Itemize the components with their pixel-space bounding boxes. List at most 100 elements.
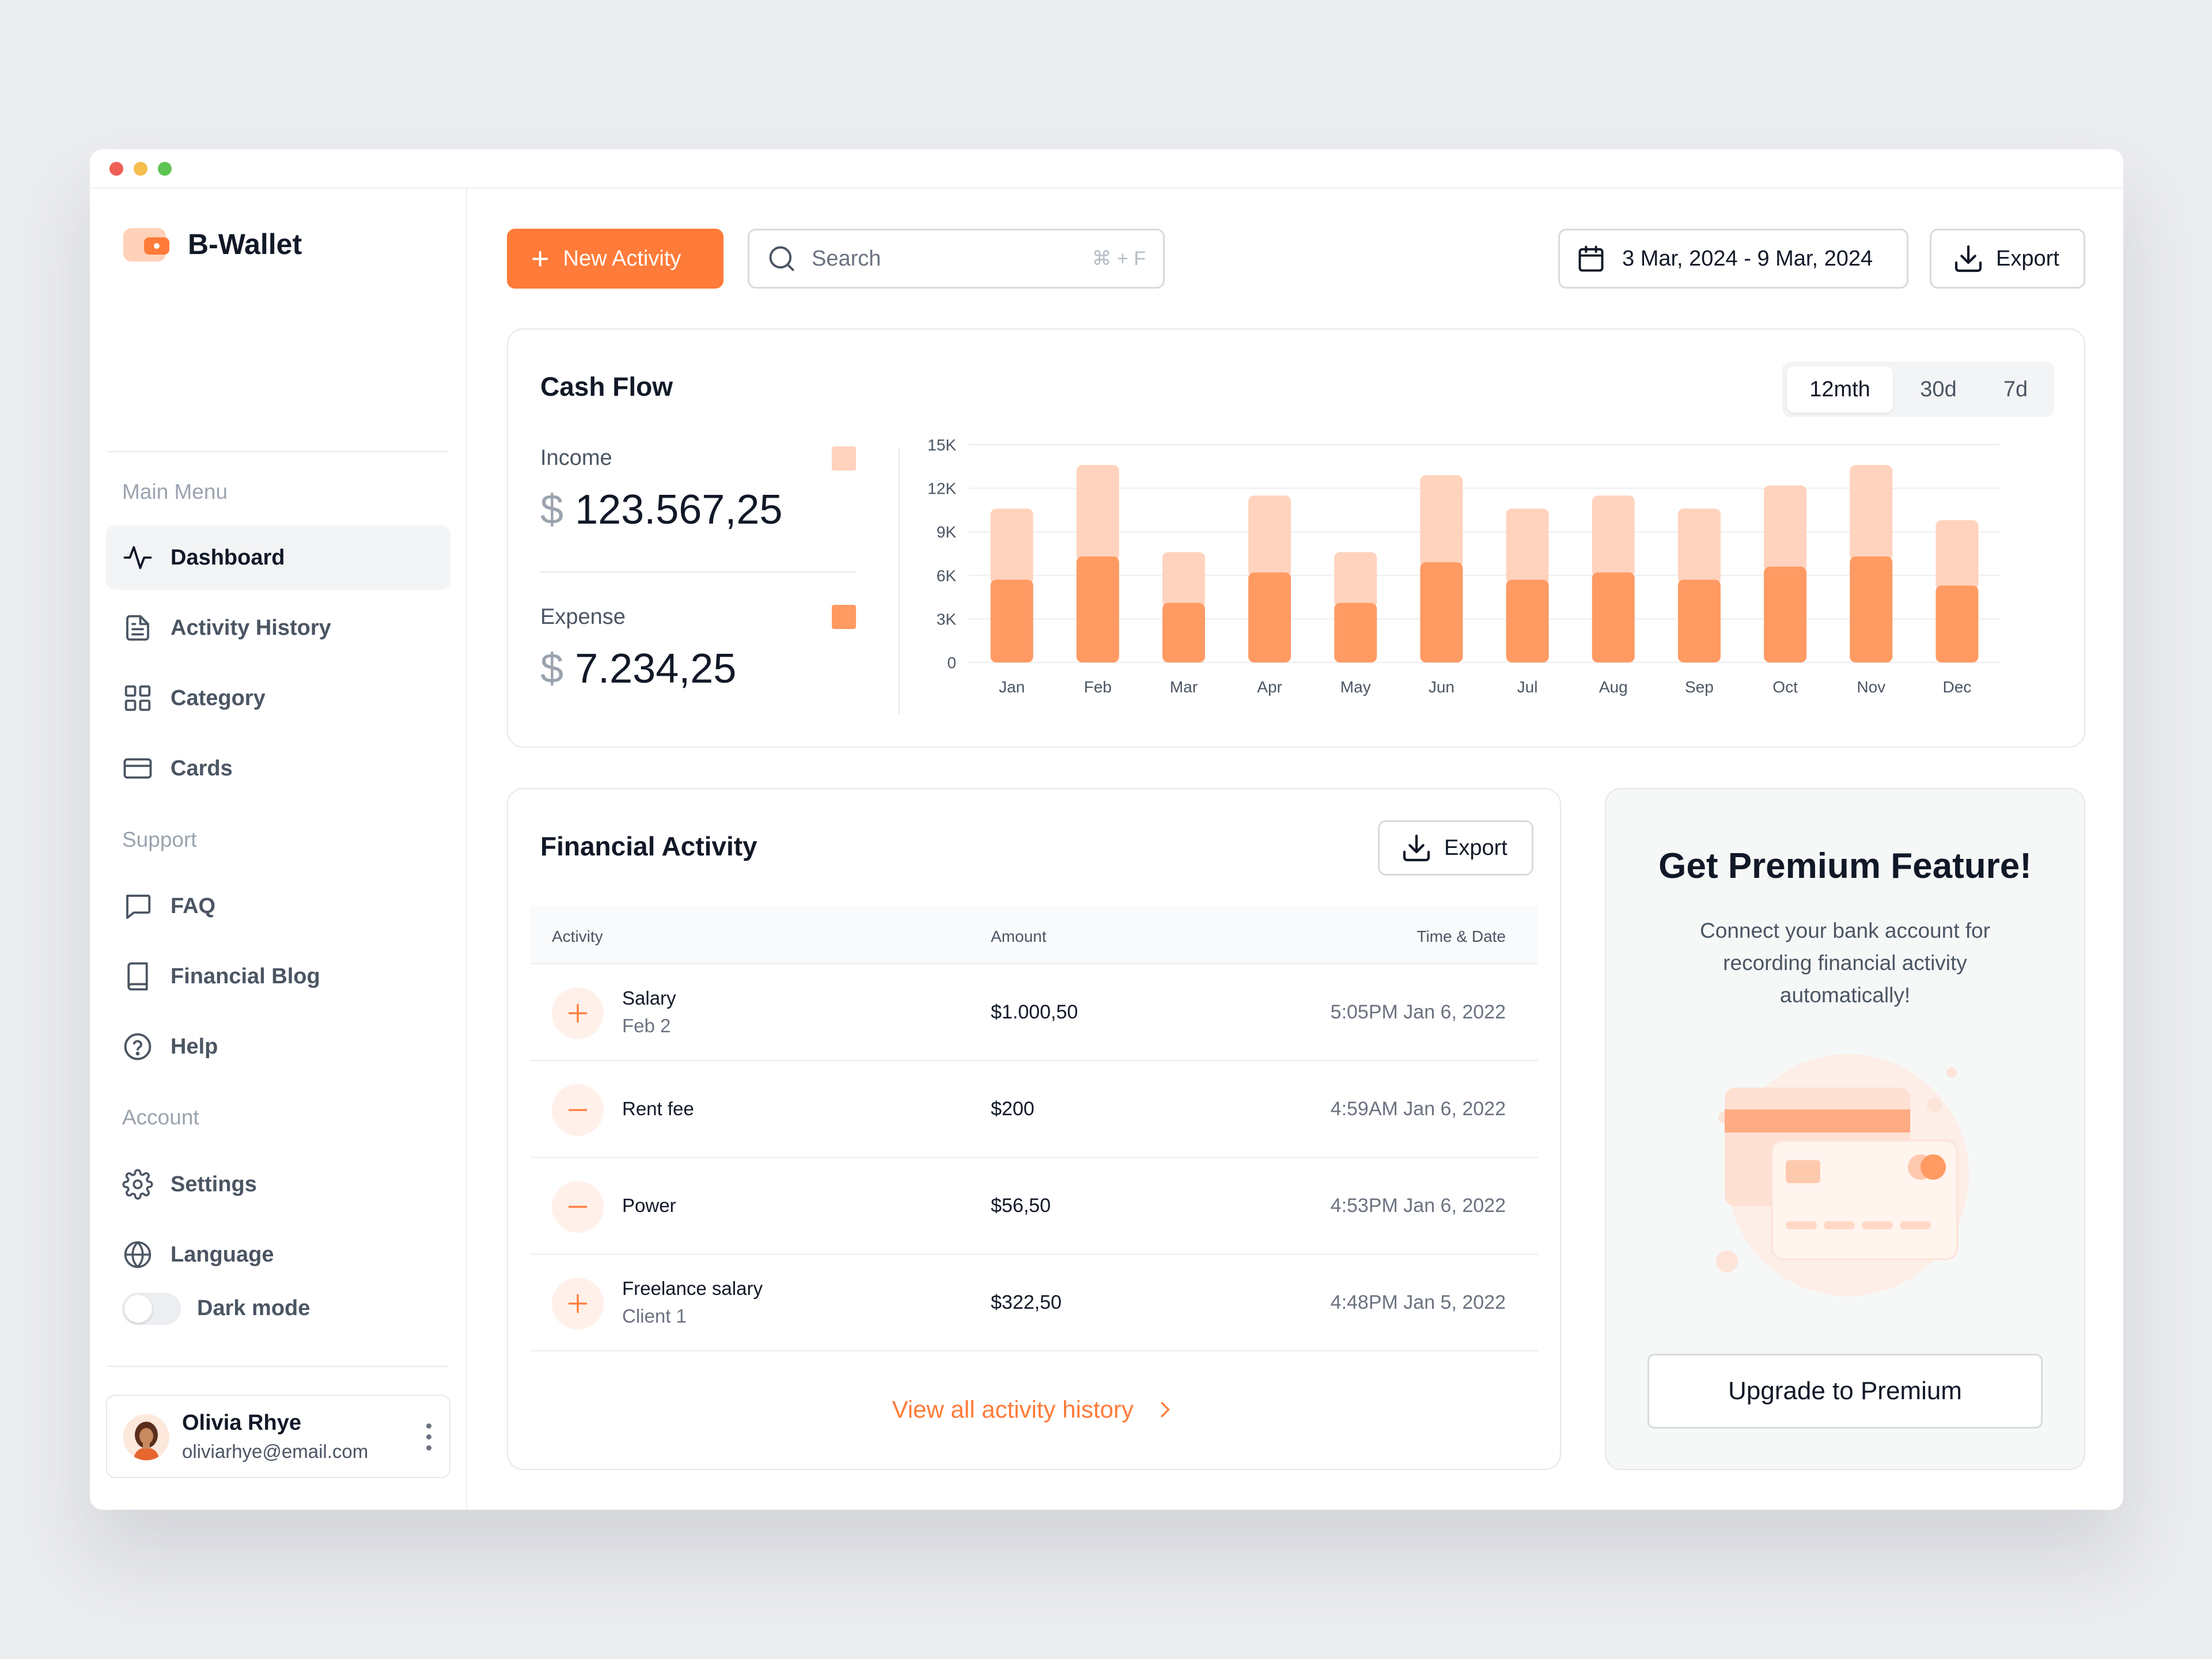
- activity-export-button[interactable]: Export: [1378, 820, 1533, 876]
- plus-icon: [552, 1278, 604, 1330]
- period-12mth[interactable]: 12mth: [1787, 366, 1893, 412]
- divider: [540, 571, 856, 573]
- y-tick-label: 6K: [937, 567, 957, 585]
- expense-amount: 7.234,25: [575, 646, 737, 692]
- bar-expense: [1076, 556, 1119, 662]
- minimize-window-button[interactable]: [134, 162, 147, 176]
- sidebar-item-settings[interactable]: Settings: [106, 1152, 450, 1217]
- bar-income: [1334, 552, 1377, 608]
- activity-name: Salary: [622, 987, 676, 1009]
- bar-income: [990, 508, 1033, 585]
- cash-flow-card: Cash Flow 12mth 30d 7d Income $ 123.567,…: [507, 328, 2085, 748]
- export-button[interactable]: Export: [1930, 229, 2085, 289]
- sidebar-item-label: Language: [171, 1242, 274, 1267]
- search-input[interactable]: Search ⌘ + F: [748, 229, 1165, 289]
- date-range-label: 3 Mar, 2024 - 9 Mar, 2024: [1622, 246, 1873, 271]
- table-row[interactable]: Salary Feb 2 $1.000,50 5:05PM Jan 6, 202…: [530, 964, 1538, 1061]
- income-amount: 123.567,25: [575, 487, 783, 533]
- y-tick-label: 12K: [927, 480, 956, 498]
- sidebar-item-label: Cards: [171, 756, 233, 781]
- period-7d[interactable]: 7d: [2003, 377, 2028, 402]
- section-support: Support: [122, 828, 197, 851]
- bar-income: [1850, 465, 1893, 562]
- table-row[interactable]: Power $56,50 4:53PM Jan 6, 2022: [530, 1158, 1538, 1255]
- sidebar-item-label: Settings: [171, 1172, 257, 1196]
- income-value: $ 123.567,25: [540, 486, 782, 533]
- bar-expense: [1162, 603, 1205, 662]
- activity-amount: $322,50: [991, 1291, 1062, 1313]
- sidebar-item-faq[interactable]: FAQ: [106, 874, 450, 938]
- user-name: Olivia Rhye: [182, 1411, 301, 1435]
- activity-name: Power: [622, 1195, 676, 1216]
- activity-date: 5:05PM Jan 6, 2022: [1330, 1001, 1506, 1023]
- activity-amount: $1.000,50: [991, 1001, 1078, 1023]
- cash-flow-chart: 0 3K 6K 9K 12K 15K Jan Feb Mar Apr May Jun Jul Aug Sep…: [927, 436, 2000, 696]
- divider: [899, 448, 900, 714]
- income-swatch: [832, 446, 856, 471]
- activity-amount: $56,50: [991, 1195, 1051, 1217]
- help-icon: [124, 1033, 151, 1060]
- bar-income: [1677, 508, 1721, 585]
- bar-expense: [1420, 562, 1463, 662]
- y-tick-label: 3K: [937, 610, 957, 628]
- more-options-icon[interactable]: [425, 1423, 432, 1453]
- sidebar-item-label: Category: [171, 685, 266, 710]
- premium-description: Connect your bank account for recording …: [1700, 919, 1990, 1007]
- search-icon: [769, 246, 794, 271]
- card-icon: [123, 758, 152, 779]
- sidebar-item-dashboard[interactable]: Dashboard: [106, 525, 450, 590]
- date-range-picker[interactable]: 3 Mar, 2024 - 9 Mar, 2024: [1558, 229, 1908, 289]
- app-window: B-Wallet Main Menu Dashboard Activity Hi…: [90, 149, 2123, 1510]
- sidebar-item-financial-blog[interactable]: Financial Blog: [106, 944, 450, 1009]
- new-activity-button[interactable]: + New Activity: [507, 229, 724, 289]
- view-all-link[interactable]: View all activity history: [508, 1396, 1560, 1423]
- brand-name: B-Wallet: [188, 228, 302, 260]
- bar-expense: [1592, 572, 1635, 662]
- sidebar-item-label: FAQ: [171, 893, 216, 918]
- dark-mode-toggle[interactable]: [122, 1293, 181, 1325]
- sidebar-item-label: Dashboard: [171, 545, 285, 570]
- export-label: Export: [1996, 246, 2059, 271]
- sidebar-item-help[interactable]: Help: [106, 1014, 450, 1079]
- bar-expense: [1334, 603, 1377, 662]
- sidebar-item-category[interactable]: Category: [106, 666, 450, 730]
- table-row[interactable]: Freelance salary Client 1 $322,50 4:48PM…: [530, 1255, 1538, 1351]
- maximize-window-button[interactable]: [158, 162, 172, 176]
- download-icon: [1403, 834, 1430, 862]
- bar-income: [1248, 495, 1291, 577]
- user-card[interactable]: Olivia Rhye oliviarhye@email.com: [106, 1395, 450, 1478]
- bar-income: [1506, 508, 1549, 585]
- x-tick-label: Jul: [1517, 678, 1538, 696]
- sidebar-item-cards[interactable]: Cards: [106, 736, 450, 801]
- bar-expense: [1506, 579, 1549, 662]
- dark-mode-label: Dark mode: [197, 1296, 310, 1320]
- section-account: Account: [122, 1105, 199, 1129]
- activity-icon: [123, 546, 152, 569]
- activity-name: Freelance salary: [622, 1278, 763, 1299]
- title-bar: [90, 149, 2123, 188]
- table-row[interactable]: Rent fee $200 4:59AM Jan 6, 2022: [530, 1061, 1538, 1158]
- sidebar-item-activity-history[interactable]: Activity History: [106, 596, 450, 660]
- activity-date: 4:59AM Jan 6, 2022: [1330, 1098, 1506, 1120]
- document-icon: [126, 615, 149, 641]
- period-30d[interactable]: 30d: [1920, 377, 1957, 402]
- chevron-right-icon: [1160, 1402, 1169, 1418]
- x-tick-label: Aug: [1599, 678, 1628, 696]
- x-tick-label: Jun: [1429, 678, 1455, 696]
- x-tick-label: Apr: [1257, 678, 1282, 696]
- bar-expense: [1764, 566, 1807, 662]
- close-window-button[interactable]: [109, 162, 123, 176]
- download-icon: [1955, 245, 1982, 272]
- calendar-icon: [1578, 245, 1604, 272]
- avatar: [123, 1414, 169, 1460]
- bar-income: [1420, 475, 1463, 567]
- toggle-knob: [124, 1295, 152, 1323]
- sidebar-item-language[interactable]: Language: [106, 1222, 450, 1287]
- minus-icon: [552, 1181, 604, 1233]
- column-time-date: Time & Date: [1416, 927, 1506, 945]
- upgrade-premium-button[interactable]: Upgrade to Premium: [1647, 1354, 2043, 1429]
- bar-expense: [1677, 579, 1721, 662]
- plus-icon: [552, 987, 604, 1039]
- divider: [107, 451, 449, 452]
- x-tick-label: Mar: [1170, 678, 1198, 696]
